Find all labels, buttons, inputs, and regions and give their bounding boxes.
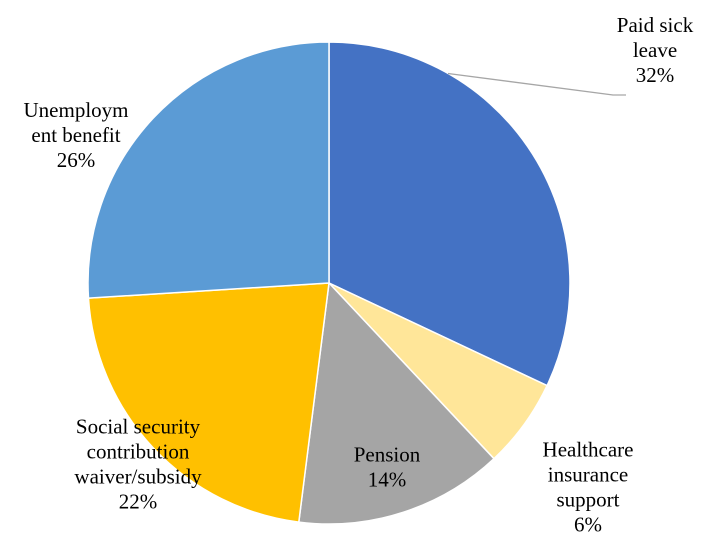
slices-layer [87, 41, 571, 525]
pie-slice-4 [87, 41, 330, 299]
pie-slice-0 [328, 41, 571, 387]
slice-category-text: waiver/subsidy [74, 465, 202, 489]
slice-category-text: Healthcare [543, 438, 634, 462]
slice-category-text: insurance [548, 463, 628, 487]
slice-label-0: Paid sick leave 32% [617, 13, 694, 87]
slice-category-text: Pension [354, 443, 421, 467]
pie-slice-2 [297, 281, 496, 525]
leader-lines-layer [447, 72, 626, 96]
labels-layer: Paid sick leave 32% Healthcare insurance supp… [24, 13, 694, 537]
slice-label-3: Social security contribution waiver/subsid… [74, 415, 202, 514]
leader-line-0 [447, 72, 626, 96]
slice-category-text: support [557, 488, 620, 512]
slice-value-text: 26% [57, 148, 96, 172]
slice-category-text: Social security [76, 415, 201, 439]
slice-value-text: 6% [574, 513, 602, 537]
slice-label-2: Pension 14% [354, 443, 421, 492]
slice-label-1: Healthcare insurance support 6% [543, 438, 634, 537]
slice-category-text: leave [633, 38, 677, 62]
slice-category-text: Unemploym [24, 98, 129, 122]
slice-value-text: 14% [368, 468, 407, 492]
slice-value-text: 32% [636, 63, 675, 87]
slice-category-text: Paid sick [617, 13, 694, 37]
slice-category-text: ent benefit [31, 123, 120, 147]
slice-label-4: Unemploym ent benefit 26% [24, 98, 129, 172]
slice-category-text: contribution [87, 440, 190, 464]
pie-slice-3 [87, 282, 330, 523]
slice-value-text: 22% [119, 490, 158, 514]
